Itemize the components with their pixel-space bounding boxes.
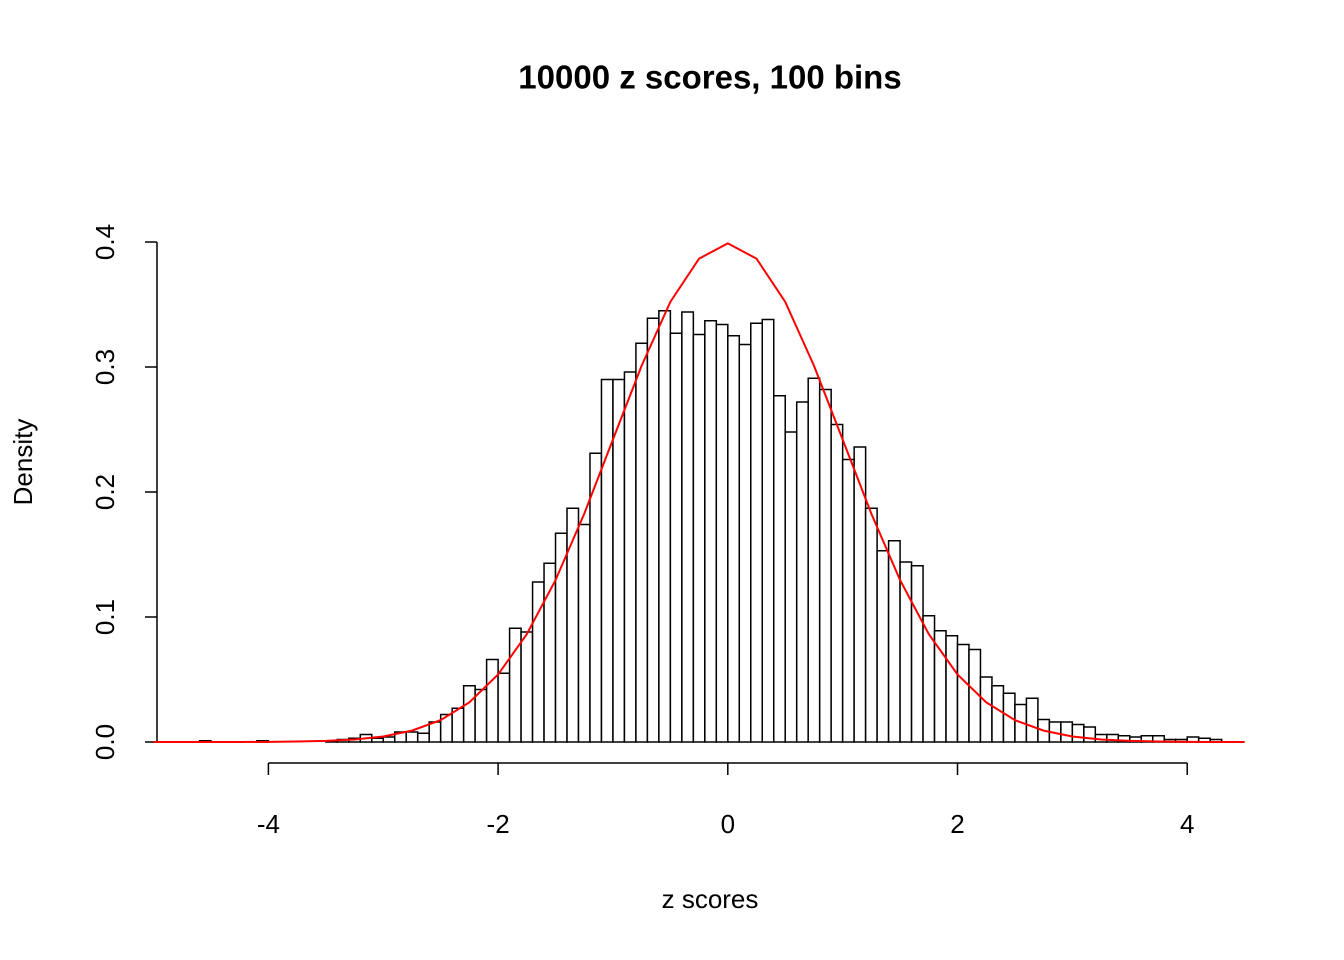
bar: [956, 643, 970, 743]
chart-title: 10000 z scores, 100 bins: [518, 59, 901, 96]
bar: [841, 458, 855, 743]
bar: [715, 323, 729, 743]
bar: [818, 388, 832, 743]
bar: [750, 322, 764, 743]
bar: [669, 332, 683, 743]
x-tick-label: 0: [721, 809, 735, 839]
bar: [1083, 726, 1097, 743]
bar: [933, 630, 947, 743]
bar: [428, 721, 442, 743]
bar: [485, 658, 499, 743]
bar: [991, 685, 1005, 743]
y-tick-label: 0.1: [90, 599, 120, 635]
x-tick-label: -4: [257, 809, 280, 839]
y-tick-label: 0.0: [90, 724, 120, 760]
bar: [864, 507, 878, 743]
bar: [462, 685, 476, 743]
bar: [795, 401, 809, 743]
bar: [635, 342, 649, 743]
y-tick-label: 0.4: [90, 224, 120, 260]
bar: [830, 423, 844, 743]
bar: [474, 688, 488, 743]
bar: [979, 676, 993, 743]
bar: [853, 446, 867, 743]
bar: [738, 343, 752, 743]
bar: [784, 431, 798, 743]
bar: [1025, 697, 1039, 743]
bar: [1060, 721, 1074, 743]
x-tick-label: 4: [1180, 809, 1194, 839]
bar: [658, 310, 672, 743]
density-curve: [153, 242, 1245, 743]
bar: [600, 378, 614, 743]
x-tick-label: -2: [487, 809, 510, 839]
bar: [382, 736, 396, 743]
bar: [520, 631, 534, 743]
bar: [497, 672, 511, 743]
bar: [623, 371, 637, 743]
y-axis-label: Density: [8, 419, 38, 506]
y-tick-label: 0.2: [90, 474, 120, 510]
bar: [761, 318, 775, 743]
bar: [910, 565, 924, 743]
bar: [887, 540, 901, 743]
bar: [945, 635, 959, 743]
bar: [727, 335, 741, 743]
bar: [416, 732, 430, 743]
bar: [405, 731, 419, 743]
bar: [577, 523, 591, 743]
bar: [1071, 723, 1085, 743]
x-axis-label: z scores: [662, 884, 759, 914]
bar: [451, 707, 465, 743]
bar: [692, 333, 706, 743]
x-tick-label: 2: [950, 809, 964, 839]
bar: [772, 395, 786, 743]
y-tick-label: 0.3: [90, 349, 120, 385]
bar: [646, 317, 660, 743]
bar: [807, 377, 821, 743]
bar: [704, 320, 718, 743]
bar: [371, 737, 385, 743]
bar: [566, 507, 580, 743]
bar: [681, 311, 695, 743]
bar: [876, 550, 890, 743]
